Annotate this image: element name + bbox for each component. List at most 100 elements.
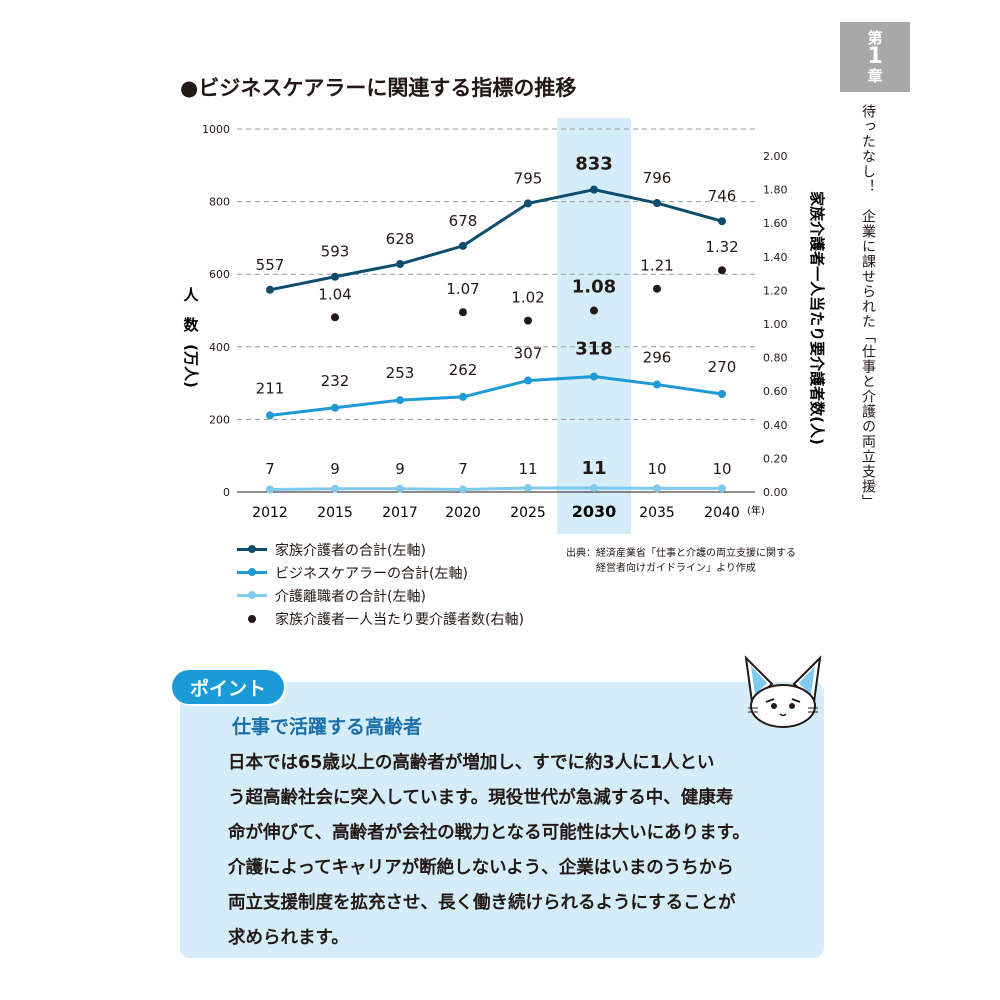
legend-line-icon — [237, 568, 267, 576]
point-body-line: 日本では65歳以上の高齢者が増加し、すでに約3人に1人とい — [228, 753, 715, 773]
data-label: 7 — [265, 460, 275, 478]
data-label: 307 — [514, 345, 543, 363]
ratio-label: 1.08 — [572, 277, 616, 298]
left-axis-label: 数 — [183, 316, 199, 334]
fox-mascot-icon — [744, 655, 822, 728]
data-point — [396, 484, 404, 493]
data-point — [396, 260, 404, 269]
data-point — [459, 392, 467, 401]
series-line — [269, 375, 723, 417]
data-point — [266, 411, 274, 420]
legend-item-ratio: 家族介護者一人当たり要介護者数(右軸) — [237, 607, 524, 630]
data-label: 262 — [449, 361, 478, 379]
data-label: 795 — [514, 169, 543, 187]
right-tick-label: 1.20 — [763, 284, 788, 297]
right-tick-label: 1.00 — [763, 318, 788, 331]
ratio-point — [590, 306, 598, 315]
data-label: 253 — [386, 364, 415, 382]
point-body-line: 求められます。 — [228, 928, 349, 948]
data-label: 7 — [458, 460, 468, 478]
data-point — [653, 484, 661, 493]
data-label: 11 — [518, 460, 537, 478]
point-body-line: 命が伸びて、高齢者が会社の戦力となる可能性は大いにあります。 — [228, 823, 750, 843]
data-point — [524, 376, 532, 385]
legend-line-icon — [237, 591, 267, 599]
x-tick-label: 2015 — [317, 505, 353, 521]
right-tick-label: 1.60 — [763, 217, 788, 230]
chapter-title: 待ったなし！ 企業に課せられた「仕事と介護の両立支援」 — [860, 104, 876, 509]
right-tick-label: 2.00 — [763, 150, 788, 163]
data-point — [590, 484, 598, 493]
left-axis-label: (万人) — [182, 344, 200, 388]
data-point — [459, 485, 467, 494]
point-body-line: 両立支援制度を拡充させ、長く働き続けられるようにすることが — [228, 893, 736, 913]
right-axis-label: 家族介護者一人当たり要介護者数(人) — [808, 191, 826, 445]
data-label: 10 — [712, 460, 731, 478]
chart-title: ●ビジネスケアラーに関連する指標の推移 — [180, 76, 577, 100]
data-label: 833 — [575, 154, 613, 175]
point-body-line: う超高齢社会に突入しています。現役世代が急減する中、健康寿 — [228, 788, 734, 808]
chapter-tab: 第 1 章 — [840, 22, 910, 92]
ratio-point — [459, 308, 467, 317]
data-label: 318 — [575, 339, 613, 360]
right-tick-label: 0.20 — [763, 452, 788, 465]
ratio-point — [331, 313, 339, 322]
source-line-2: 経営者向けガイドライン」より作成 — [596, 563, 756, 574]
data-label: 11 — [581, 458, 606, 479]
right-tick-label: 1.80 — [763, 184, 788, 197]
data-point — [459, 241, 467, 250]
left-tick-label: 800 — [209, 196, 230, 209]
left-tick-label: 400 — [209, 341, 230, 354]
legend-item-business-carers: ビジネスケアラーの合計(左軸) — [237, 561, 524, 584]
chapter-tab-suffix: 章 — [867, 67, 883, 85]
legend-label: 家族介護者の合計(左軸) — [275, 542, 426, 559]
data-point — [331, 272, 339, 281]
ratio-point — [653, 284, 661, 293]
data-label: 678 — [449, 212, 478, 230]
data-label: 270 — [708, 358, 737, 376]
x-tick-label: 2030 — [572, 502, 617, 521]
legend-item-family-caregivers: 家族介護者の合計(左軸) — [237, 538, 524, 561]
right-tick-label: 1.40 — [763, 251, 788, 264]
ratio-point — [524, 316, 532, 325]
data-label: 10 — [647, 460, 666, 478]
point-body: 日本では65歳以上の高齢者が増加し、すでに約3人に1人とい う超高齢社会に突入し… — [228, 746, 808, 956]
legend-item-care-leavers: 介護離職者の合計(左軸) — [237, 584, 524, 607]
x-tick-label: 2017 — [382, 505, 418, 521]
right-tick-label: 0.40 — [763, 419, 788, 432]
data-label: 211 — [256, 379, 285, 397]
data-label: 796 — [643, 169, 672, 187]
ratio-label: 1.02 — [511, 289, 544, 307]
data-label: 746 — [708, 187, 737, 205]
data-point — [653, 380, 661, 389]
data-point — [331, 403, 339, 412]
ratio-label: 1.04 — [318, 285, 351, 303]
left-tick-label: 0 — [223, 486, 230, 499]
left-axis-label: 人 — [183, 286, 199, 304]
data-point — [266, 285, 274, 294]
data-label: 593 — [321, 243, 350, 261]
x-tick-label: 2040 — [704, 505, 740, 521]
ratio-point — [718, 266, 726, 275]
data-point — [718, 217, 726, 226]
data-point — [653, 199, 661, 208]
legend-label: 介護離職者の合計(左軸) — [275, 588, 426, 605]
ratio-label: 1.32 — [705, 238, 738, 256]
point-body-line: 介護によってキャリアが断絶しないよう、企業はいまのうちから — [228, 858, 734, 878]
legend-dot-icon — [237, 614, 267, 623]
x-tick-label: 2012 — [252, 505, 288, 521]
left-tick-label: 600 — [209, 268, 230, 281]
source-line-1: 出典：経済産業省「仕事と介護の両立支援に関する — [566, 548, 796, 559]
chart-source: 出典：経済産業省「仕事と介護の両立支援に関する 経営者向けガイドライン」より作成 — [566, 546, 796, 576]
data-point — [590, 372, 598, 381]
data-point — [718, 389, 726, 398]
right-tick-label: 0.00 — [763, 486, 788, 499]
data-point — [524, 484, 532, 493]
x-tick-label: 2025 — [510, 505, 546, 521]
legend-label: ビジネスケアラーの合計(左軸) — [275, 565, 468, 582]
legend-label: 家族介護者一人当たり要介護者数(右軸) — [275, 611, 524, 628]
data-label: 9 — [330, 460, 340, 478]
data-label: 557 — [256, 256, 285, 274]
data-point — [590, 185, 598, 194]
x-tick-label: 2035 — [639, 505, 675, 521]
